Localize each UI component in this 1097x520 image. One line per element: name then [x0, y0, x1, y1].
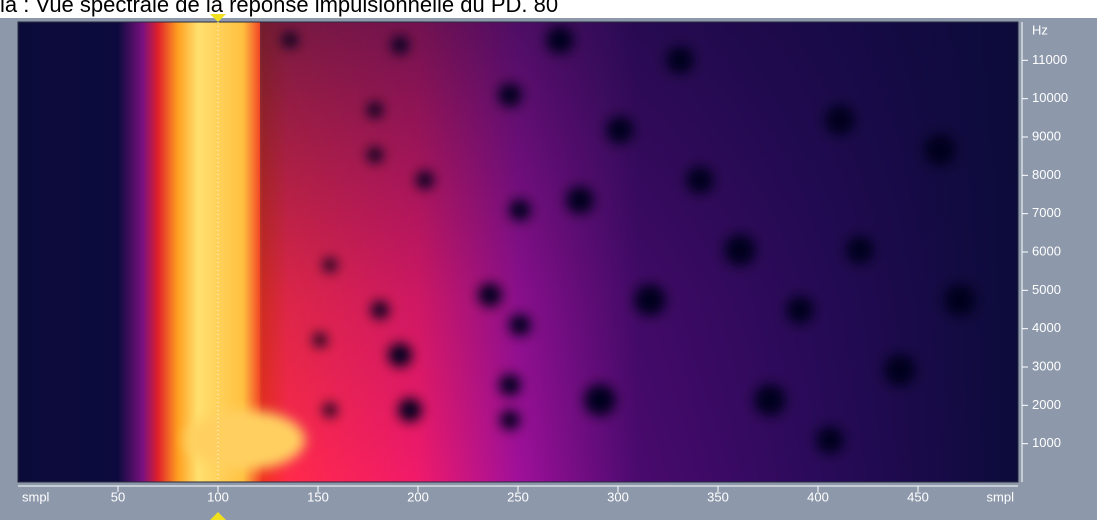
spectrogram-window: la : Vue spectrale de la réponse impulsi… — [0, 0, 1097, 520]
y-tick-label: 3000 — [1032, 358, 1061, 373]
x-tick-label: 300 — [607, 489, 629, 504]
heatmap — [18, 22, 1018, 482]
x-tick-label: 400 — [807, 489, 829, 504]
x-tick-label: 250 — [507, 489, 529, 504]
y-tick-label: 6000 — [1032, 243, 1061, 258]
x-tick-label: 150 — [307, 489, 329, 504]
heatmap-hotspot — [185, 410, 305, 470]
y-tick-label: 7000 — [1032, 205, 1061, 220]
x-tick-label: 50 — [111, 489, 125, 504]
x-unit-label: smpl — [22, 489, 50, 504]
chart-title: la : Vue spectrale de la réponse impulsi… — [0, 0, 558, 17]
y-tick-label: 8000 — [1032, 167, 1061, 182]
x-unit-label: smpl — [987, 489, 1015, 504]
y-tick-label: 1000 — [1032, 435, 1061, 450]
y-tick-label: 9000 — [1032, 128, 1061, 143]
y-tick-label: 11000 — [1032, 52, 1067, 67]
y-tick-label: 10000 — [1032, 90, 1068, 105]
x-tick-label: 100 — [207, 489, 229, 504]
y-tick-label: 5000 — [1032, 282, 1061, 297]
y-tick-label: 2000 — [1032, 397, 1061, 412]
y-tick-label: 4000 — [1032, 320, 1061, 335]
x-tick-label: 450 — [907, 489, 929, 504]
y-unit-label: Hz — [1032, 22, 1048, 37]
x-tick-label: 200 — [407, 489, 429, 504]
heatmap-fade — [260, 22, 1018, 482]
x-tick-label: 350 — [707, 489, 729, 504]
